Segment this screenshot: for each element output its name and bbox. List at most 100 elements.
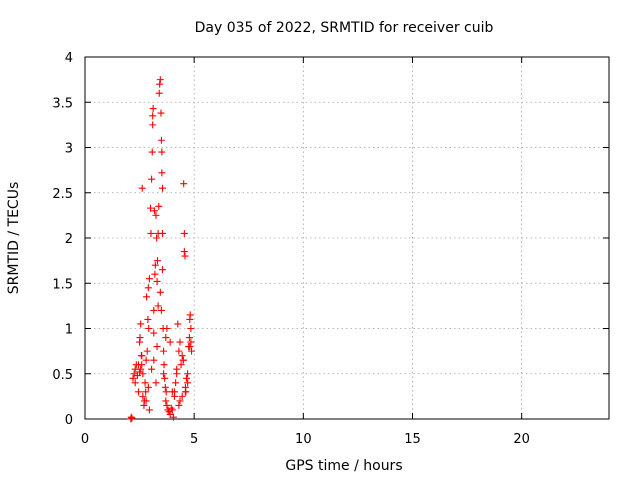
data-point — [153, 277, 161, 285]
data-point — [176, 338, 184, 346]
data-point — [186, 343, 194, 351]
data-point — [148, 148, 156, 156]
data-point — [181, 252, 189, 260]
data-point — [143, 347, 151, 355]
y-tick-label: 0 — [65, 413, 73, 428]
y-tick-label: 4 — [65, 51, 73, 66]
data-point — [186, 311, 194, 319]
data-point — [161, 374, 169, 382]
data-point — [179, 356, 187, 364]
data-point — [158, 148, 166, 156]
x-tick-labels: 0 5 10 15 20 — [81, 432, 530, 447]
data-point — [139, 392, 147, 400]
data-point — [180, 248, 188, 256]
data-point — [142, 356, 150, 364]
data-point — [173, 370, 181, 378]
data-point — [148, 175, 156, 183]
data-point — [156, 76, 164, 84]
y-tick-label: 0.5 — [52, 368, 73, 383]
data-point — [150, 306, 158, 314]
data-point — [152, 379, 160, 387]
data-point — [162, 388, 170, 396]
data-point — [136, 334, 144, 342]
data-point — [158, 169, 166, 177]
x-tick-label: 15 — [404, 432, 421, 447]
data-point — [150, 207, 158, 215]
data-point — [128, 414, 136, 422]
data-point — [149, 105, 157, 113]
data-point — [141, 379, 149, 387]
data-point — [181, 388, 189, 396]
data-point — [166, 338, 174, 346]
data-point — [152, 211, 160, 219]
data-point — [177, 361, 185, 369]
data-point — [143, 293, 151, 301]
data-point — [162, 334, 170, 342]
data-point — [160, 347, 168, 355]
data-point — [154, 302, 162, 310]
data-point — [176, 397, 184, 405]
data-point — [147, 229, 155, 237]
data-point — [168, 406, 176, 414]
data-point — [127, 413, 135, 421]
data-point — [134, 361, 142, 369]
chart-title: Day 035 of 2022, SRMTID for receiver cui… — [195, 20, 494, 36]
data-point — [150, 329, 158, 337]
data-point — [178, 392, 186, 400]
data-point — [187, 325, 195, 332]
x-tick-label: 20 — [513, 432, 530, 447]
data-point — [156, 288, 164, 296]
data-point — [147, 204, 154, 212]
data-point — [142, 397, 150, 405]
data-point — [171, 388, 179, 396]
data-point — [137, 320, 145, 328]
data-point — [175, 401, 183, 409]
data-point — [188, 347, 196, 355]
data-point — [153, 234, 161, 242]
data-point — [161, 383, 169, 391]
y-tick-label: 2 — [65, 232, 73, 247]
data-point — [160, 361, 168, 369]
y-axis-label: SRMTID / TECUs — [6, 182, 22, 295]
data-point — [145, 325, 153, 332]
y-tick-label: 2.5 — [52, 187, 73, 202]
data-point — [131, 379, 139, 387]
axis-ticks — [84, 56, 609, 420]
data-point — [149, 112, 157, 120]
x-tick-label: 5 — [190, 432, 198, 447]
grid-lines — [85, 57, 609, 419]
data-point — [144, 383, 152, 391]
data-point — [156, 80, 164, 88]
data-point — [155, 202, 163, 210]
data-point — [153, 257, 161, 265]
x-axis-label: GPS time / hours — [285, 458, 402, 474]
data-point — [180, 229, 188, 237]
data-point — [138, 184, 146, 192]
data-point — [137, 365, 145, 373]
data-point — [159, 266, 167, 274]
data-point — [155, 89, 163, 97]
data-point — [157, 109, 165, 117]
data-point — [178, 352, 186, 360]
data-point — [145, 275, 153, 283]
data-point — [142, 388, 150, 396]
data-point — [129, 374, 137, 382]
data-point — [162, 397, 170, 405]
data-point — [157, 306, 165, 314]
x-tick-label: 10 — [295, 432, 312, 447]
data-point — [157, 136, 165, 144]
data-point — [180, 180, 188, 188]
data-point — [184, 379, 192, 387]
data-point — [149, 121, 157, 129]
data-point — [130, 370, 138, 378]
x-tick-label: 0 — [81, 432, 89, 447]
y-tick-label: 1.5 — [52, 277, 73, 292]
data-point — [163, 401, 171, 409]
data-point — [138, 352, 146, 360]
y-tick-labels: 0 0.5 1 1.5 2 2.5 3 3.5 4 — [52, 51, 73, 428]
data-point — [163, 325, 171, 332]
data-point — [160, 370, 168, 378]
data-point — [185, 334, 193, 342]
data-point — [159, 184, 167, 192]
